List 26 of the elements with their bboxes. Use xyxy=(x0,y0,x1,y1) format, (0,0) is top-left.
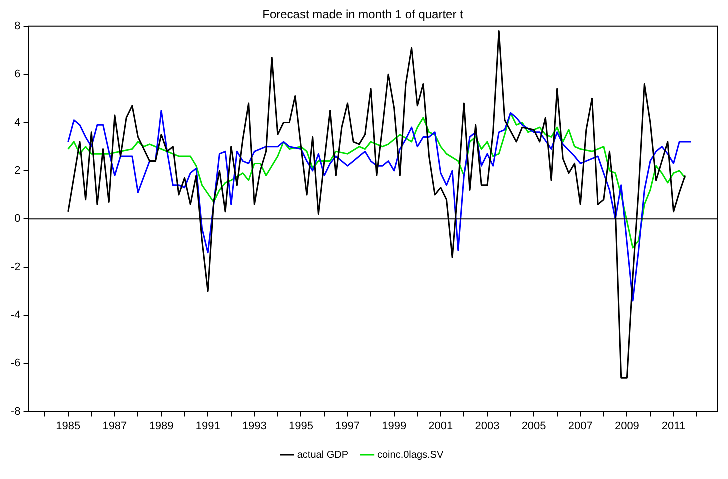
y-tick-label: 4 xyxy=(14,116,21,129)
y-tick-label: 2 xyxy=(14,164,21,177)
x-tick-label: 2001 xyxy=(428,420,454,432)
x-tick-label: 1995 xyxy=(288,420,314,432)
x-tick-label: 1999 xyxy=(382,420,407,432)
chart-title: Forecast made in month 1 of quarter t xyxy=(262,8,464,22)
x-tick-label: 1997 xyxy=(336,420,360,432)
x-tick-label: 1985 xyxy=(56,420,81,432)
x-tick-label: 1989 xyxy=(149,420,174,432)
x-tick-label: 1991 xyxy=(196,420,220,432)
y-tick-label: -6 xyxy=(11,358,21,370)
x-tick-label: 2007 xyxy=(568,420,593,432)
y-tick-label: -4 xyxy=(11,309,21,322)
y-tick-label: 8 xyxy=(14,20,21,32)
legend-label: actual GDP xyxy=(297,450,349,461)
y-tick-label: -2 xyxy=(11,261,21,274)
x-tick-label: 2005 xyxy=(522,420,546,432)
x-tick-label: 1993 xyxy=(242,420,267,432)
y-tick-label: -8 xyxy=(11,406,21,418)
x-tick-label: 2009 xyxy=(614,420,640,432)
x-tick-label: 1987 xyxy=(102,420,128,432)
x-tick-label: 2003 xyxy=(475,420,500,432)
y-tick-label: 6 xyxy=(14,68,21,81)
y-tick-label: 0 xyxy=(14,213,21,226)
legend-label: coinc.0lags.SV xyxy=(377,450,444,461)
x-tick-label: 2011 xyxy=(662,420,686,432)
